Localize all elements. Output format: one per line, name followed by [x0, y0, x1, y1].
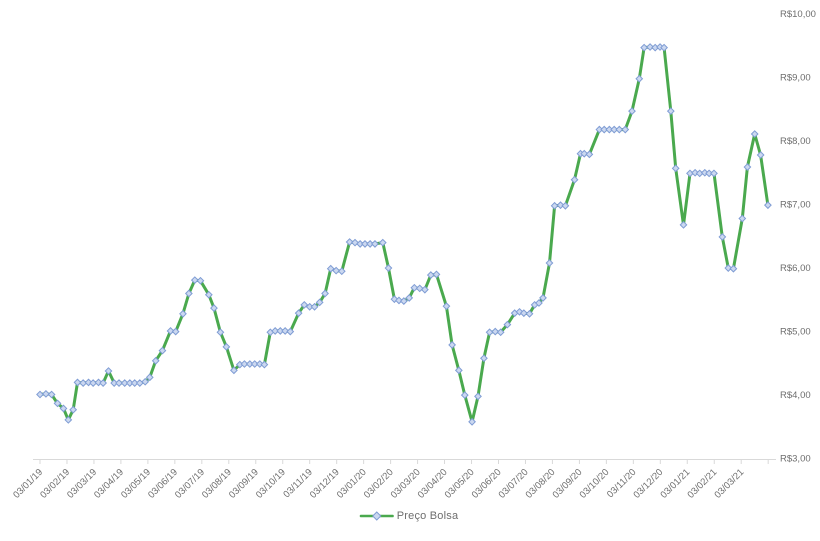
data-point-marker[interactable]: [184, 289, 193, 298]
chart-legend[interactable]: Preço Bolsa: [359, 510, 459, 522]
data-point-marker[interactable]: [621, 125, 630, 134]
x-axis-label: 03/10/19: [254, 467, 288, 501]
data-point-marker[interactable]: [171, 327, 180, 336]
data-point-marker[interactable]: [535, 299, 543, 307]
series-preco-bolsa: [36, 43, 772, 426]
y-axis-label: R$9,00: [780, 72, 811, 83]
data-point-marker[interactable]: [420, 285, 429, 294]
data-point-marker[interactable]: [196, 276, 205, 285]
data-point-marker[interactable]: [468, 417, 476, 426]
y-axis-label: R$10,00: [780, 9, 816, 20]
data-point-marker[interactable]: [480, 354, 488, 363]
data-point-marker[interactable]: [525, 309, 534, 318]
data-point-marker[interactable]: [294, 309, 303, 318]
data-point-marker[interactable]: [222, 342, 231, 351]
data-point-marker[interactable]: [371, 240, 379, 248]
data-point-marker[interactable]: [405, 294, 414, 302]
data-point-marker[interactable]: [710, 169, 718, 178]
data-point-marker[interactable]: [204, 290, 213, 299]
data-point-marker[interactable]: [545, 259, 554, 267]
y-axis-label: R$7,00: [780, 199, 811, 210]
data-point-marker[interactable]: [432, 270, 441, 279]
data-point-marker[interactable]: [628, 107, 636, 116]
x-axis-label: 03/10/20: [578, 467, 612, 501]
data-point-marker[interactable]: [286, 327, 295, 336]
data-point-marker[interactable]: [539, 294, 547, 302]
data-point-marker[interactable]: [460, 391, 469, 400]
data-point-marker[interactable]: [679, 220, 688, 229]
data-point-marker[interactable]: [570, 175, 579, 184]
data-point-marker[interactable]: [53, 399, 62, 408]
data-point-marker[interactable]: [47, 390, 56, 399]
data-point-marker[interactable]: [503, 320, 512, 329]
data-point-marker[interactable]: [151, 356, 160, 365]
data-point-marker[interactable]: [399, 297, 408, 305]
data-point-marker[interactable]: [64, 415, 73, 424]
data-point-marker[interactable]: [635, 74, 644, 83]
y-axis-label: R$3,00: [780, 454, 811, 465]
series-line[interactable]: [38, 45, 770, 424]
data-point-marker[interactable]: [448, 341, 457, 349]
data-point-marker[interactable]: [454, 366, 463, 375]
data-point-marker[interactable]: [442, 302, 451, 311]
data-point-marker[interactable]: [310, 302, 319, 311]
legend-label: Preço Bolsa: [396, 510, 459, 522]
data-point-marker[interactable]: [738, 214, 747, 223]
data-point-marker[interactable]: [36, 390, 44, 399]
y-axis-label: R$8,00: [780, 136, 811, 147]
legend-line-marker-icon: [359, 511, 394, 521]
y-axis-label: R$5,00: [780, 326, 811, 337]
data-point-marker[interactable]: [764, 201, 772, 210]
data-point-marker[interactable]: [743, 163, 752, 171]
data-point-marker[interactable]: [141, 377, 150, 386]
data-point-marker[interactable]: [326, 264, 335, 273]
data-point-marker[interactable]: [640, 43, 649, 52]
data-point-marker[interactable]: [300, 300, 309, 309]
data-point-marker[interactable]: [69, 405, 78, 414]
data-point-marker[interactable]: [59, 404, 68, 413]
data-point-marker[interactable]: [756, 151, 765, 159]
data-point-marker[interactable]: [145, 373, 154, 382]
data-point-marker[interactable]: [384, 264, 393, 272]
y-axis-label: R$4,00: [780, 390, 811, 401]
data-point-marker[interactable]: [260, 360, 269, 369]
data-point-marker[interactable]: [321, 289, 329, 298]
data-point-marker[interactable]: [750, 130, 759, 138]
legend-marker-icon: [372, 511, 382, 521]
data-point-marker[interactable]: [550, 201, 559, 210]
x-axis-labels: 03/01/1903/02/1903/03/1903/04/1903/05/19…: [11, 467, 746, 501]
data-point-marker[interactable]: [496, 328, 505, 337]
data-point-marker[interactable]: [585, 150, 594, 159]
data-point-marker[interactable]: [718, 233, 727, 241]
data-point-marker[interactable]: [210, 304, 218, 312]
x-axis: [33, 459, 776, 464]
data-point-marker[interactable]: [104, 367, 113, 375]
y-axis-label: R$6,00: [780, 263, 811, 274]
data-point-marker[interactable]: [474, 392, 482, 401]
data-point-marker[interactable]: [216, 328, 225, 337]
data-point-marker[interactable]: [378, 238, 387, 247]
data-point-marker[interactable]: [671, 164, 680, 173]
data-point-marker[interactable]: [42, 389, 50, 398]
data-point-marker[interactable]: [485, 328, 494, 337]
data-point-marker[interactable]: [99, 379, 108, 387]
x-axis-label: 03/03/21: [712, 467, 746, 501]
data-point-marker[interactable]: [666, 107, 675, 116]
data-point-marker[interactable]: [73, 378, 82, 387]
data-point-marker[interactable]: [230, 366, 238, 375]
data-point-marker[interactable]: [135, 379, 144, 387]
data-point-marker[interactable]: [158, 346, 167, 355]
data-point-marker[interactable]: [315, 298, 324, 307]
y-axis-labels: R$10,00 R$9,00 R$8,00 R$7,00 R$6,00 R$5,00 R$4…: [780, 9, 816, 465]
data-point-marker[interactable]: [561, 201, 570, 210]
data-point-marker[interactable]: [337, 267, 346, 276]
data-point-marker[interactable]: [729, 264, 738, 273]
data-point-marker[interactable]: [179, 309, 187, 318]
data-point-marker[interactable]: [660, 43, 668, 52]
